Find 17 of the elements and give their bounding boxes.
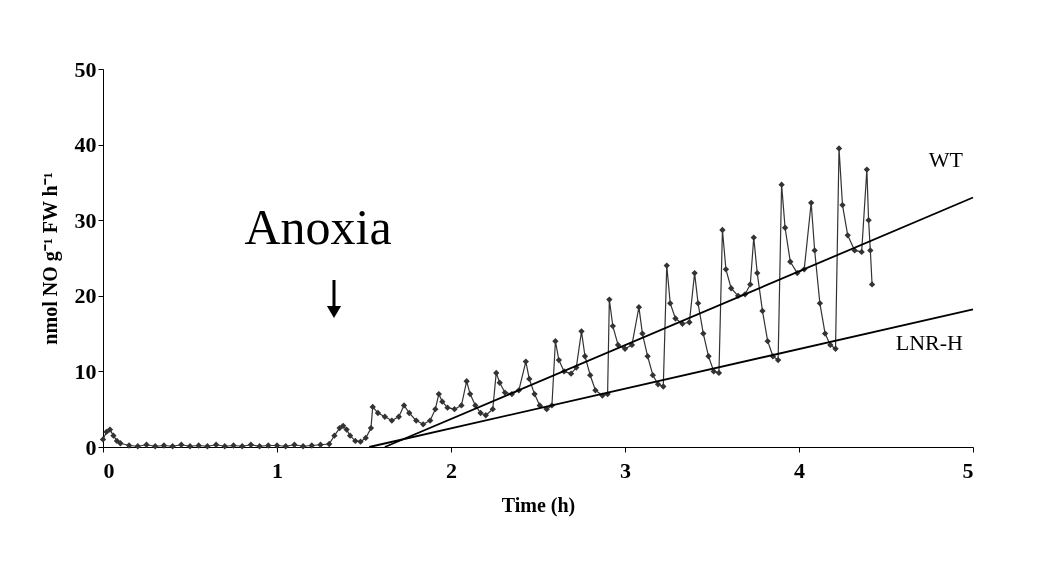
y-axis-title: nmol NO g⁻¹ FW h⁻¹ [38,172,62,345]
y-tick-label: 10 [74,358,97,384]
x-tick-label: 2 [446,457,457,483]
y-tick-label: 40 [74,132,97,158]
x-tick-label: 0 [103,457,115,483]
x-tick-label: 3 [620,457,631,483]
y-tick-label: 50 [74,56,97,82]
annotation: Anoxia [244,199,392,255]
series-label: WT [928,146,964,172]
series-label: LNR-H [895,330,964,356]
x-tick-label: 1 [272,457,283,483]
y-tick-label: 30 [74,207,97,233]
y-tick-label: 0 [85,434,97,460]
y-tick-label: 20 [74,283,97,309]
x-tick-label: 4 [794,457,805,483]
x-tick-label: 5 [962,457,974,483]
x-axis-title: Time (h) [501,493,576,517]
